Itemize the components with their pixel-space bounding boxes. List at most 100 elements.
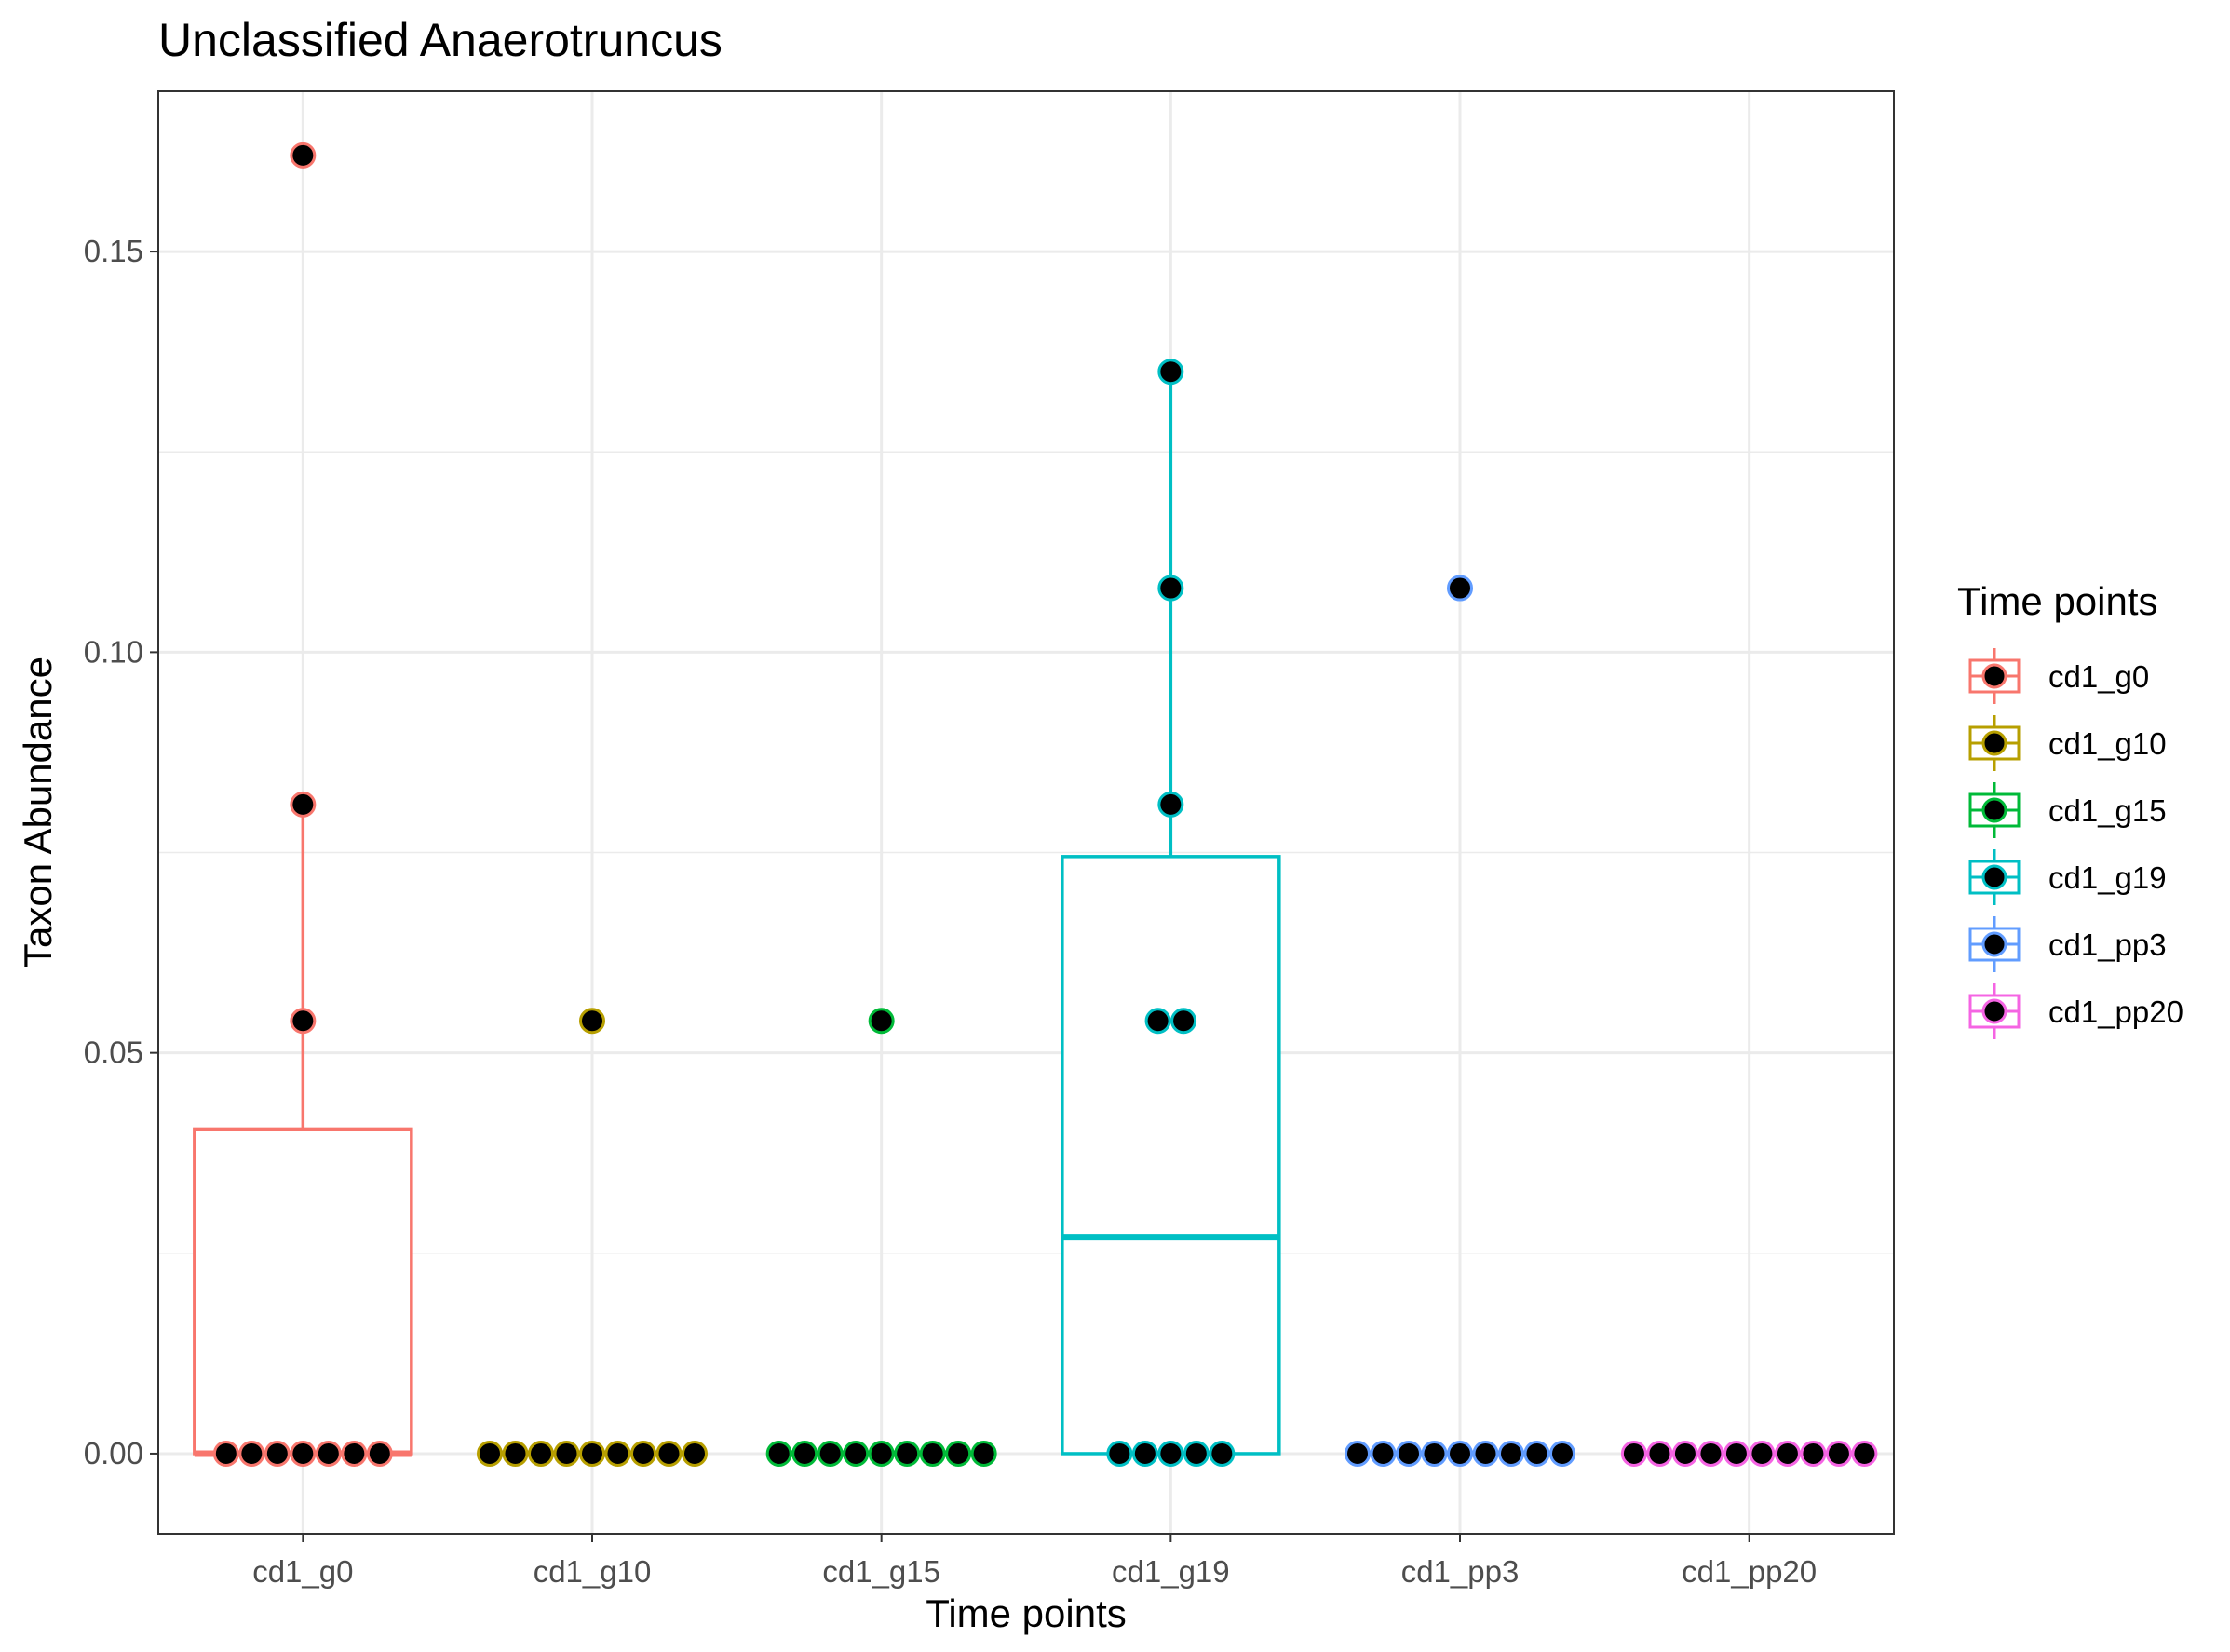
data-point: [1106, 1440, 1133, 1467]
legend-item-cd1_g10: cd1_g10: [1968, 715, 2167, 771]
y-tick-label: 0.10: [84, 634, 143, 669]
data-point: [1396, 1440, 1422, 1467]
legend-label: cd1_pp3: [2048, 928, 2167, 962]
data-points: [212, 142, 1878, 1467]
x-tick-label: cd1_g0: [252, 1554, 353, 1589]
plot-panel-border: [157, 90, 1895, 1535]
data-point: [290, 791, 317, 818]
x-tick-label: cd1_g15: [822, 1554, 940, 1589]
data-point: [238, 1440, 265, 1467]
data-point: [1183, 1440, 1210, 1467]
data-point: [919, 1440, 946, 1467]
legend-key-point: [1981, 663, 2007, 689]
data-point: [502, 1440, 529, 1467]
legend-label: cd1_g19: [2048, 860, 2167, 895]
data-point: [290, 1440, 317, 1467]
data-point: [1620, 1440, 1647, 1467]
x-tick-label: cd1_g19: [1112, 1554, 1230, 1589]
legend-item-cd1_pp20: cd1_pp20: [1968, 983, 2183, 1039]
data-point: [1800, 1440, 1827, 1467]
legend-key-point: [1981, 730, 2007, 756]
data-point: [553, 1440, 580, 1467]
x-tick-label: cd1_pp20: [1682, 1554, 1817, 1589]
data-point: [791, 1440, 818, 1467]
data-point: [1170, 1008, 1197, 1035]
data-point: [1825, 1440, 1852, 1467]
data-point: [868, 1008, 895, 1035]
data-point: [655, 1440, 683, 1467]
box-body: [193, 1127, 413, 1456]
data-point: [1447, 575, 1473, 602]
data-point: [212, 1440, 239, 1467]
chart-title: Unclassified Anaerotruncus: [158, 14, 723, 66]
data-point: [1646, 1440, 1673, 1467]
data-point: [1749, 1440, 1776, 1467]
x-tick-label: cd1_pp3: [1401, 1554, 1520, 1589]
y-axis-title: Taxon Abundance: [16, 657, 60, 968]
data-point: [1549, 1440, 1575, 1467]
data-point: [1157, 791, 1184, 818]
legend-item-cd1_g0: cd1_g0: [1968, 648, 2149, 704]
data-point: [630, 1440, 656, 1467]
data-point: [264, 1440, 291, 1467]
legend-item-cd1_pp3: cd1_pp3: [1968, 916, 2167, 972]
grid-lines: [158, 91, 1894, 1534]
box-body: [1061, 855, 1281, 1456]
data-point: [1671, 1440, 1698, 1467]
data-point: [894, 1440, 921, 1467]
box-cd1_g19: [1061, 372, 1281, 1456]
data-point: [341, 1440, 368, 1467]
data-point: [817, 1440, 844, 1467]
axes: 0.00 0.05 0.10 0.15 cd1_g0 cd1_g10 cd1_g15 cd1_…: [84, 234, 1817, 1589]
boxes: [193, 372, 1858, 1457]
data-point: [1447, 1440, 1473, 1467]
data-point: [1345, 1440, 1371, 1467]
data-point: [868, 1440, 895, 1467]
data-point: [579, 1008, 605, 1035]
legend-key-point: [1981, 864, 2007, 890]
data-point: [366, 1440, 393, 1467]
data-point: [1131, 1440, 1158, 1467]
data-point: [1157, 575, 1184, 602]
data-point: [1421, 1440, 1448, 1467]
data-point: [290, 1008, 317, 1035]
data-point: [290, 142, 317, 169]
data-point: [765, 1440, 792, 1467]
data-point: [1209, 1440, 1236, 1467]
data-point: [1144, 1008, 1171, 1035]
data-point: [1523, 1440, 1550, 1467]
y-tick-label: 0.15: [84, 234, 143, 268]
data-point: [1851, 1440, 1878, 1467]
data-point: [682, 1440, 708, 1467]
legend-label: cd1_g15: [2048, 793, 2167, 828]
x-axis-title: Time points: [926, 1591, 1127, 1635]
y-tick-label: 0.05: [84, 1036, 143, 1070]
data-point: [1697, 1440, 1724, 1467]
legend-title: Time points: [1957, 579, 2158, 623]
data-point: [1157, 359, 1184, 386]
data-point: [1774, 1440, 1801, 1467]
data-point: [528, 1440, 554, 1467]
data-point: [1370, 1440, 1397, 1467]
legend-key-point: [1981, 931, 2007, 957]
x-tick-label: cd1_g10: [534, 1554, 652, 1589]
data-point: [1723, 1440, 1750, 1467]
data-point: [315, 1440, 342, 1467]
data-point: [1472, 1440, 1499, 1467]
legend-label: cd1_g10: [2048, 726, 2167, 761]
legend: Time points cd1_g0 cd1_g10 cd1_g15 cd1_g19c…: [1957, 579, 2183, 1039]
legend-key-point: [1981, 998, 2007, 1024]
y-tick-label: 0.00: [84, 1436, 143, 1470]
data-point: [945, 1440, 972, 1467]
data-point: [604, 1440, 631, 1467]
box-cd1_g0: [193, 804, 413, 1457]
legend-label: cd1_g0: [2048, 659, 2149, 694]
legend-item-cd1_g19: cd1_g19: [1968, 849, 2167, 905]
legend-item-cd1_g15: cd1_g15: [1968, 782, 2167, 838]
data-point: [579, 1440, 605, 1467]
legend-label: cd1_pp20: [2048, 995, 2183, 1029]
data-point: [970, 1440, 997, 1467]
data-point: [477, 1440, 503, 1467]
data-point: [1157, 1440, 1184, 1467]
